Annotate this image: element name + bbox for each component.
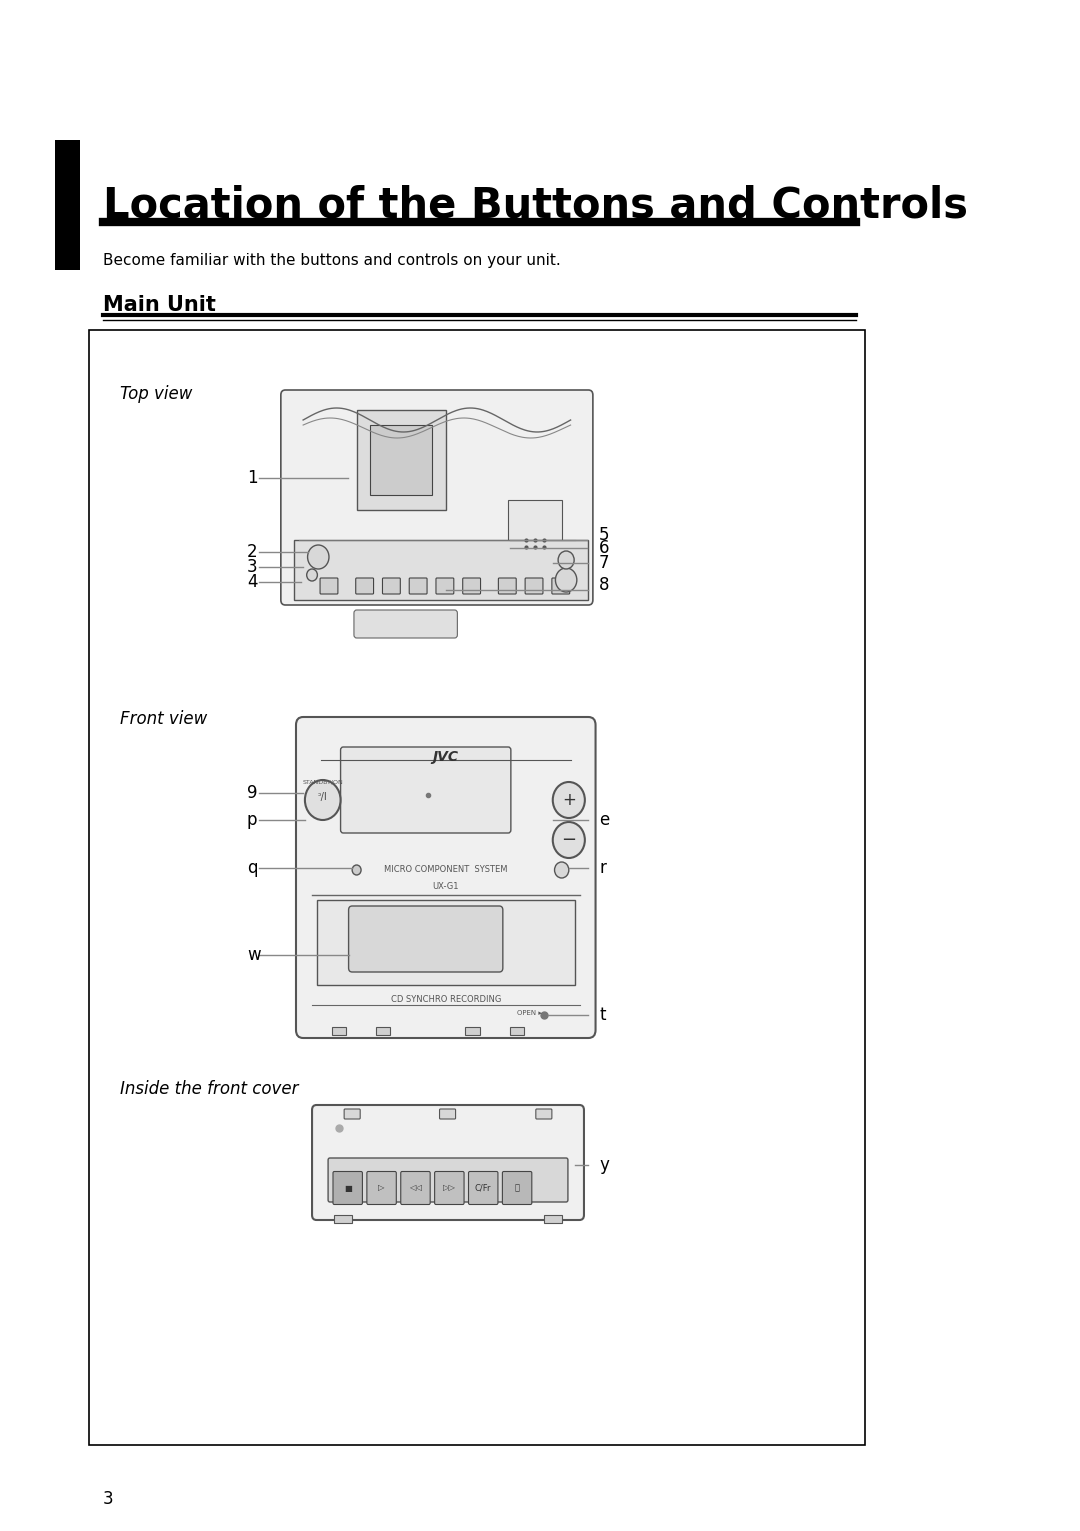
Text: JVC: JVC [433,750,459,764]
FancyBboxPatch shape [552,579,570,594]
Circle shape [307,570,318,580]
Text: q: q [247,859,257,877]
FancyBboxPatch shape [354,609,457,638]
Text: Main Unit: Main Unit [103,295,215,315]
Text: t: t [599,1006,606,1024]
Text: CD SYNCHRO RECORDING: CD SYNCHRO RECORDING [391,995,501,1004]
Bar [335,1216,352,1223]
Text: ■: ■ [343,1183,352,1193]
Text: y: y [599,1156,609,1174]
Text: +: + [562,792,576,808]
Bar [509,501,562,556]
FancyBboxPatch shape [349,906,503,972]
Text: UX-G1: UX-G1 [432,882,459,891]
Text: 8: 8 [599,576,609,594]
Text: STANDBY/ON: STANDBY/ON [302,779,343,785]
FancyBboxPatch shape [382,579,401,594]
FancyBboxPatch shape [536,1108,552,1119]
FancyBboxPatch shape [502,1171,531,1205]
Circle shape [553,782,585,818]
Bar [332,1027,346,1035]
Bar [465,1027,480,1035]
Text: r: r [599,859,606,877]
FancyBboxPatch shape [333,1171,363,1205]
Text: Inside the front cover: Inside the front cover [120,1079,299,1098]
Text: 9: 9 [247,784,257,802]
Text: 6: 6 [599,539,609,557]
Text: e: e [599,811,609,828]
FancyBboxPatch shape [469,1171,498,1205]
Text: Become familiar with the buttons and controls on your unit.: Become familiar with the buttons and con… [103,253,561,268]
Bar [370,426,432,495]
FancyBboxPatch shape [367,1171,396,1205]
Text: ᵓ/I: ᵓ/I [318,792,327,802]
FancyBboxPatch shape [462,579,481,594]
FancyBboxPatch shape [498,579,516,594]
Circle shape [558,551,575,570]
FancyBboxPatch shape [355,579,374,594]
Text: OPEN ▸: OPEN ▸ [517,1010,542,1017]
FancyBboxPatch shape [440,1108,456,1119]
Text: ▷: ▷ [378,1183,384,1193]
Text: 1: 1 [247,468,258,487]
Bar [55,139,80,269]
Text: ⏸: ⏸ [514,1183,519,1193]
Circle shape [308,545,329,570]
Circle shape [554,862,569,877]
FancyBboxPatch shape [312,1105,584,1220]
Bar [90,331,865,1445]
FancyBboxPatch shape [320,579,338,594]
Circle shape [305,779,340,821]
FancyBboxPatch shape [328,1157,568,1202]
Text: 3: 3 [247,557,258,576]
FancyBboxPatch shape [281,390,593,605]
Text: 2: 2 [247,544,258,560]
FancyBboxPatch shape [525,579,543,594]
Text: Front view: Front view [120,710,207,729]
Text: Top view: Top view [120,384,192,403]
Bar [356,410,446,510]
FancyBboxPatch shape [401,1171,430,1205]
FancyBboxPatch shape [436,579,454,594]
Text: MICRO COMPONENT  SYSTEM: MICRO COMPONENT SYSTEM [384,865,508,874]
Circle shape [553,822,585,857]
Text: 7: 7 [599,554,609,573]
Circle shape [352,865,361,876]
Bar [544,1216,562,1223]
Bar [294,540,589,600]
FancyBboxPatch shape [409,579,427,594]
Bar [510,1027,524,1035]
FancyBboxPatch shape [434,1171,464,1205]
FancyBboxPatch shape [296,717,595,1038]
Text: ◁◁: ◁◁ [409,1183,422,1193]
Text: w: w [247,946,260,965]
Bar [376,1027,391,1035]
Text: 5: 5 [599,527,609,544]
FancyBboxPatch shape [345,1108,361,1119]
Text: Location of the Buttons and Controls: Location of the Buttons and Controls [103,185,968,227]
Circle shape [555,568,577,592]
Text: 3: 3 [103,1490,113,1508]
FancyBboxPatch shape [340,747,511,833]
Text: C/Fr: C/Fr [475,1183,491,1193]
Bar [316,900,575,984]
Text: p: p [247,811,257,828]
Text: −: − [562,831,577,850]
Text: 4: 4 [247,573,257,591]
Text: ▷▷: ▷▷ [443,1183,456,1193]
